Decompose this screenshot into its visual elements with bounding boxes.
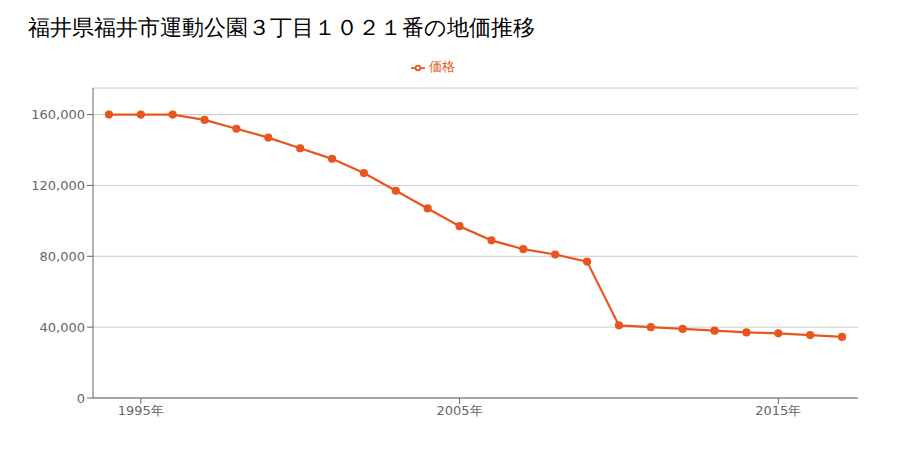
svg-text:40,000: 40,000 (40, 320, 86, 335)
svg-text:2015年: 2015年 (755, 403, 801, 418)
html-text:福井県福井市運動公園３丁目１０２１番の地価推移: 福井県福井市運動公園３丁目１０２１番の地価推移 (28, 15, 535, 40)
svg-text:80,000: 80,000 (40, 249, 86, 264)
svg-text:1995年: 1995年 (118, 403, 164, 418)
svg-text:120,000: 120,000 (31, 178, 85, 193)
html-text:価格: 価格 (429, 59, 455, 74)
svg-text:0: 0 (77, 391, 85, 406)
svg-text:2005年: 2005年 (437, 403, 483, 418)
svg-text:160,000: 160,000 (31, 107, 85, 122)
